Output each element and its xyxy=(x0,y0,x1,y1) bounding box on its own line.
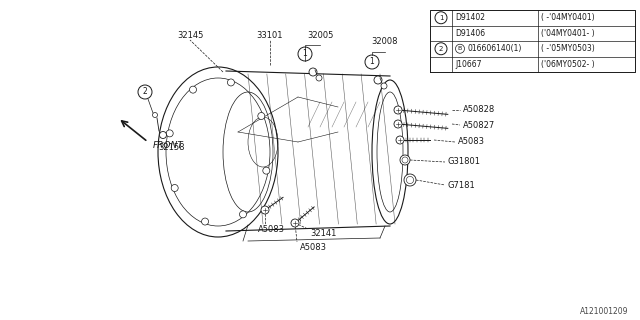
Text: 32158: 32158 xyxy=(158,143,184,153)
Circle shape xyxy=(381,83,387,89)
Text: 33101: 33101 xyxy=(257,30,284,39)
Circle shape xyxy=(239,211,246,218)
Text: A5083: A5083 xyxy=(300,244,327,252)
Circle shape xyxy=(159,132,166,139)
Text: J10667: J10667 xyxy=(455,60,481,69)
Circle shape xyxy=(189,86,196,93)
Text: 2: 2 xyxy=(143,87,147,97)
Circle shape xyxy=(171,185,178,191)
Text: 32141: 32141 xyxy=(310,228,337,237)
Text: 1: 1 xyxy=(303,50,307,59)
Text: D91402: D91402 xyxy=(455,13,485,22)
Text: 1: 1 xyxy=(370,58,374,67)
Circle shape xyxy=(261,206,269,214)
Circle shape xyxy=(263,167,270,174)
Text: A5083: A5083 xyxy=(458,138,485,147)
Text: ( -'04MY0401): ( -'04MY0401) xyxy=(541,13,595,22)
Text: 32008: 32008 xyxy=(372,37,398,46)
Circle shape xyxy=(291,219,299,227)
Text: G31801: G31801 xyxy=(448,157,481,166)
Text: ( -'05MY0503): ( -'05MY0503) xyxy=(541,44,595,53)
Text: FRONT: FRONT xyxy=(153,141,184,150)
Circle shape xyxy=(374,76,382,84)
Text: B: B xyxy=(458,46,462,51)
Text: D91406: D91406 xyxy=(455,29,485,38)
Text: ('06MY0502- ): ('06MY0502- ) xyxy=(541,60,595,69)
Circle shape xyxy=(309,68,317,76)
Text: 2: 2 xyxy=(439,46,443,52)
Text: 32005: 32005 xyxy=(307,30,333,39)
Circle shape xyxy=(400,155,410,165)
Text: A50827: A50827 xyxy=(463,121,495,130)
Text: G7181: G7181 xyxy=(448,180,476,189)
Circle shape xyxy=(394,106,402,114)
Text: 016606140(1): 016606140(1) xyxy=(467,44,522,53)
Text: A121001209: A121001209 xyxy=(579,308,628,316)
Text: ('04MY0401- ): ('04MY0401- ) xyxy=(541,29,595,38)
Text: A5083: A5083 xyxy=(258,226,285,235)
Circle shape xyxy=(152,113,157,117)
Circle shape xyxy=(394,120,402,128)
Text: A50828: A50828 xyxy=(463,106,495,115)
Circle shape xyxy=(202,218,209,225)
Circle shape xyxy=(396,136,404,144)
Circle shape xyxy=(258,113,265,119)
Circle shape xyxy=(166,130,173,137)
Circle shape xyxy=(316,75,322,81)
Circle shape xyxy=(404,174,416,186)
Circle shape xyxy=(227,79,234,86)
Text: 1: 1 xyxy=(439,15,444,21)
Text: 32145: 32145 xyxy=(177,30,203,39)
